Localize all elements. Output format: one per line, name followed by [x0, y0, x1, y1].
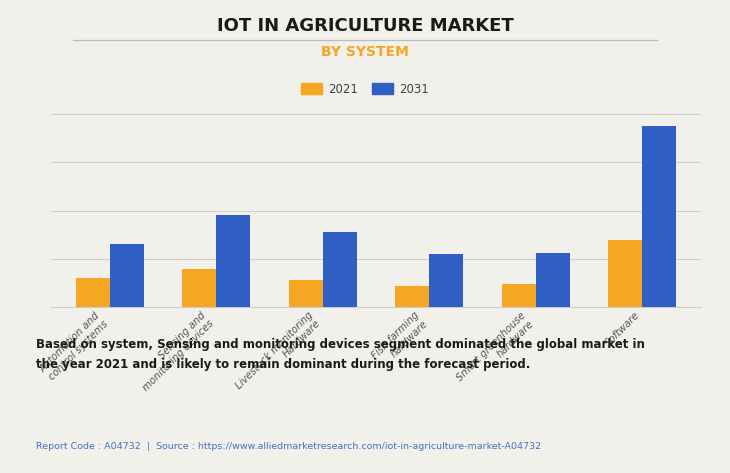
Bar [323, 232, 357, 307]
Bar [429, 254, 464, 307]
Text: Report Code : A04732  |  Source : https://www.alliedmarketresearch.com/iot-in-ag: Report Code : A04732 | Source : https://… [36, 442, 542, 451]
Bar [76, 279, 110, 307]
Bar [288, 280, 323, 307]
Legend: 2021, 2031: 2021, 2031 [297, 79, 433, 99]
Text: BY SYSTEM: BY SYSTEM [321, 45, 409, 59]
Text: IOT IN AGRICULTURE MARKET: IOT IN AGRICULTURE MARKET [217, 17, 513, 35]
Bar [216, 215, 250, 307]
Bar [110, 245, 144, 307]
Bar [642, 126, 676, 307]
Bar [182, 269, 216, 307]
Bar [395, 286, 429, 307]
Bar [608, 240, 642, 307]
Text: Based on system, Sensing and monitoring devices segment dominated the global mar: Based on system, Sensing and monitoring … [36, 338, 645, 371]
Bar [536, 253, 570, 307]
Bar [502, 284, 536, 307]
